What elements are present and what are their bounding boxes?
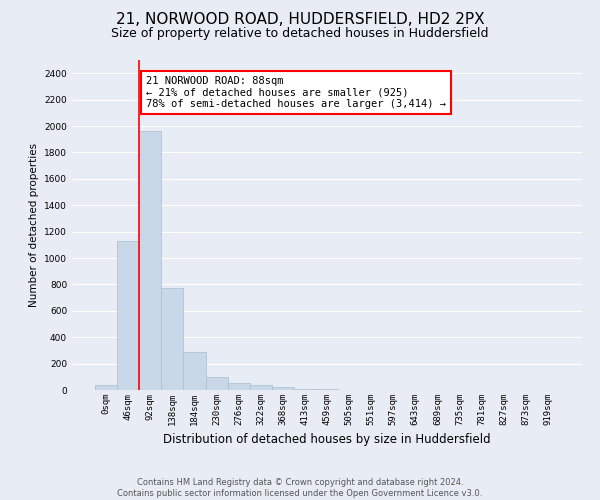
Bar <box>272 386 294 390</box>
Bar <box>227 384 250 390</box>
Text: 21 NORWOOD ROAD: 88sqm
← 21% of detached houses are smaller (925)
78% of semi-de: 21 NORWOOD ROAD: 88sqm ← 21% of detached… <box>146 76 446 109</box>
X-axis label: Distribution of detached houses by size in Huddersfield: Distribution of detached houses by size … <box>163 434 491 446</box>
Bar <box>139 132 161 390</box>
Bar <box>95 386 117 390</box>
Bar <box>294 388 316 390</box>
Text: 21, NORWOOD ROAD, HUDDERSFIELD, HD2 2PX: 21, NORWOOD ROAD, HUDDERSFIELD, HD2 2PX <box>116 12 484 28</box>
Y-axis label: Number of detached properties: Number of detached properties <box>29 143 38 307</box>
Bar <box>117 241 139 390</box>
Bar <box>161 288 184 390</box>
Bar <box>250 384 272 390</box>
Text: Size of property relative to detached houses in Huddersfield: Size of property relative to detached ho… <box>111 28 489 40</box>
Text: Contains HM Land Registry data © Crown copyright and database right 2024.
Contai: Contains HM Land Registry data © Crown c… <box>118 478 482 498</box>
Bar <box>184 352 206 390</box>
Bar <box>206 378 227 390</box>
